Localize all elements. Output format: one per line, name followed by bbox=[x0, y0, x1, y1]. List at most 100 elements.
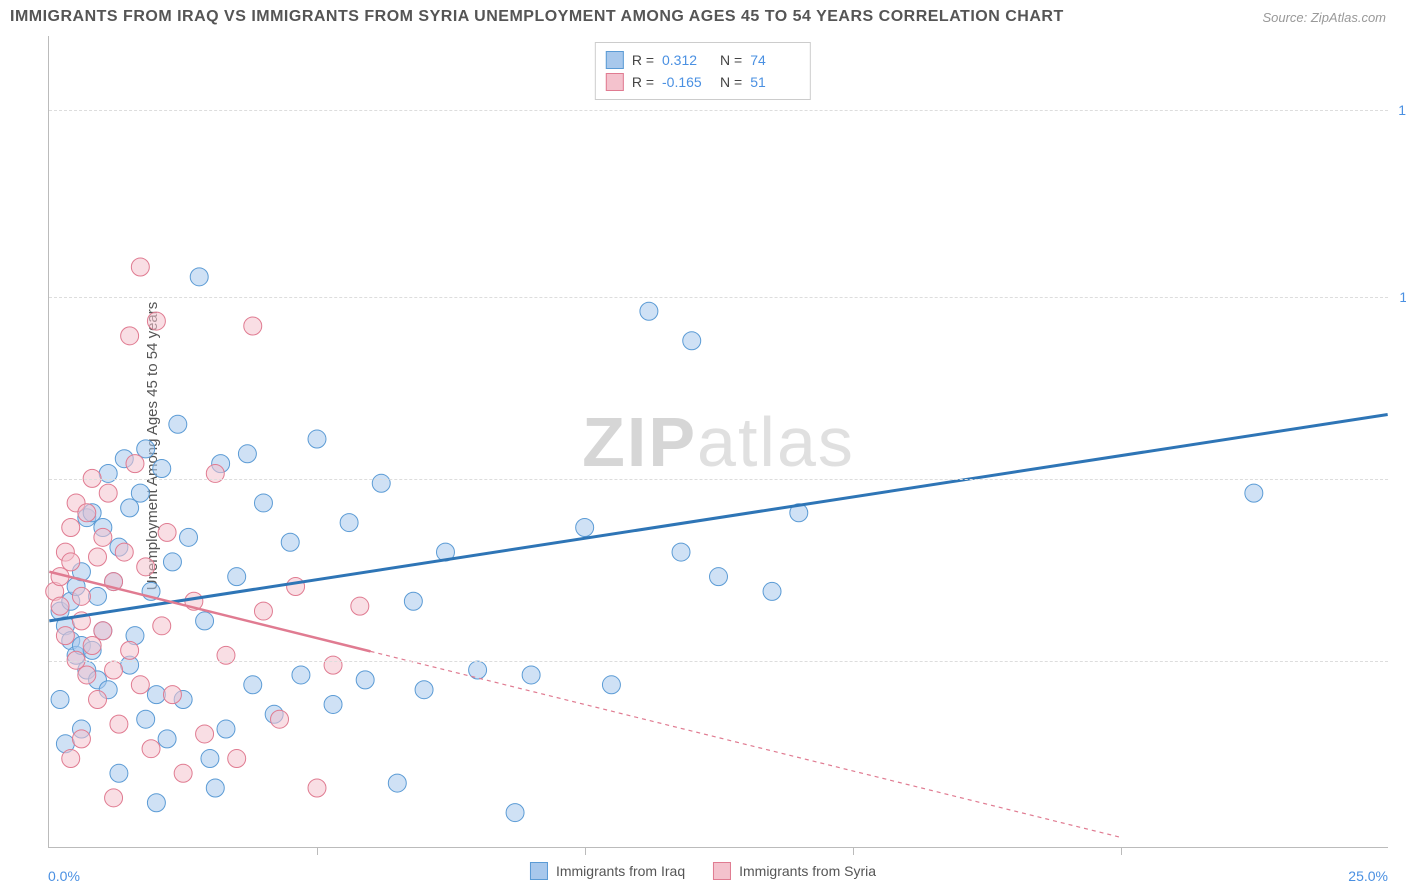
data-point bbox=[110, 715, 128, 733]
data-point bbox=[72, 587, 90, 605]
data-point bbox=[683, 332, 701, 350]
gridline bbox=[49, 479, 1388, 480]
data-point bbox=[469, 661, 487, 679]
data-point bbox=[324, 695, 342, 713]
data-point bbox=[324, 656, 342, 674]
data-point bbox=[137, 440, 155, 458]
data-point bbox=[308, 430, 326, 448]
data-point bbox=[163, 553, 181, 571]
data-point bbox=[121, 499, 139, 517]
data-point bbox=[292, 666, 310, 684]
data-point bbox=[174, 764, 192, 782]
data-point bbox=[372, 474, 390, 492]
data-point bbox=[271, 710, 289, 728]
data-point bbox=[121, 327, 139, 345]
chart-title: IMMIGRANTS FROM IRAQ VS IMMIGRANTS FROM … bbox=[10, 8, 1064, 26]
data-point bbox=[142, 740, 160, 758]
series-legend: Immigrants from Iraq Immigrants from Syri… bbox=[530, 862, 876, 880]
gridline bbox=[49, 110, 1388, 111]
data-point bbox=[254, 602, 272, 620]
series-legend-item: Immigrants from Syria bbox=[713, 862, 876, 880]
data-point bbox=[244, 317, 262, 335]
data-point bbox=[196, 725, 214, 743]
data-point bbox=[404, 592, 422, 610]
data-point bbox=[105, 789, 123, 807]
data-point bbox=[78, 666, 96, 684]
data-point bbox=[105, 661, 123, 679]
data-point bbox=[206, 779, 224, 797]
plot-area: ZIPatlas 3.8%7.5%11.2%15.0% bbox=[48, 36, 1388, 848]
data-point bbox=[163, 686, 181, 704]
legend-swatch bbox=[606, 51, 624, 69]
data-point bbox=[99, 484, 117, 502]
data-point bbox=[158, 523, 176, 541]
x-axis-min-label: 0.0% bbox=[48, 868, 80, 884]
data-point bbox=[217, 720, 235, 738]
data-point bbox=[78, 504, 96, 522]
data-point bbox=[51, 691, 69, 709]
data-point bbox=[121, 641, 139, 659]
legend-swatch bbox=[606, 73, 624, 91]
data-point bbox=[228, 568, 246, 586]
data-point bbox=[62, 750, 80, 768]
data-point bbox=[763, 582, 781, 600]
n-value: 74 bbox=[750, 52, 800, 68]
data-point bbox=[254, 494, 272, 512]
data-point bbox=[169, 415, 187, 433]
data-point bbox=[158, 730, 176, 748]
x-tick bbox=[317, 847, 318, 855]
gridline bbox=[49, 297, 1388, 298]
data-point bbox=[180, 528, 198, 546]
data-point bbox=[131, 676, 149, 694]
data-point bbox=[238, 445, 256, 463]
r-value: 0.312 bbox=[662, 52, 712, 68]
series-legend-label: Immigrants from Syria bbox=[739, 863, 876, 879]
data-point bbox=[94, 622, 112, 640]
n-label: N = bbox=[720, 74, 742, 90]
data-point bbox=[506, 804, 524, 822]
data-point bbox=[281, 533, 299, 551]
data-point bbox=[190, 268, 208, 286]
data-point bbox=[228, 750, 246, 768]
x-tick bbox=[853, 847, 854, 855]
data-point bbox=[56, 627, 74, 645]
data-point bbox=[131, 484, 149, 502]
data-point bbox=[147, 686, 165, 704]
data-point bbox=[147, 794, 165, 812]
legend-swatch bbox=[713, 862, 731, 880]
data-point bbox=[131, 258, 149, 276]
r-label: R = bbox=[632, 52, 654, 68]
data-point bbox=[388, 774, 406, 792]
data-point bbox=[710, 568, 728, 586]
data-point bbox=[201, 750, 219, 768]
data-point bbox=[137, 558, 155, 576]
data-point bbox=[308, 779, 326, 797]
n-value: 51 bbox=[750, 74, 800, 90]
y-tick-label: 15.0% bbox=[1398, 102, 1406, 118]
data-point bbox=[51, 597, 69, 615]
r-value: -0.165 bbox=[662, 74, 712, 90]
data-point bbox=[147, 312, 165, 330]
data-point bbox=[576, 519, 594, 537]
data-point bbox=[672, 543, 690, 561]
data-point bbox=[640, 302, 658, 320]
data-point bbox=[522, 666, 540, 684]
data-point bbox=[356, 671, 374, 689]
data-point bbox=[126, 455, 144, 473]
y-tick-label: 11.2% bbox=[1399, 289, 1406, 305]
correlation-legend-row: R =-0.165N =51 bbox=[606, 71, 800, 93]
data-point bbox=[340, 514, 358, 532]
source-attribution: Source: ZipAtlas.com bbox=[1262, 10, 1386, 25]
series-legend-label: Immigrants from Iraq bbox=[556, 863, 685, 879]
gridline bbox=[49, 661, 1388, 662]
data-point bbox=[89, 548, 107, 566]
data-point bbox=[244, 676, 262, 694]
data-point bbox=[89, 691, 107, 709]
data-point bbox=[72, 730, 90, 748]
data-point bbox=[1245, 484, 1263, 502]
chart-svg bbox=[49, 36, 1388, 847]
trend-line-extrapolated bbox=[371, 651, 1120, 837]
data-point bbox=[110, 764, 128, 782]
correlation-legend: R =0.312N =74R =-0.165N =51 bbox=[595, 42, 811, 100]
x-tick bbox=[585, 847, 586, 855]
